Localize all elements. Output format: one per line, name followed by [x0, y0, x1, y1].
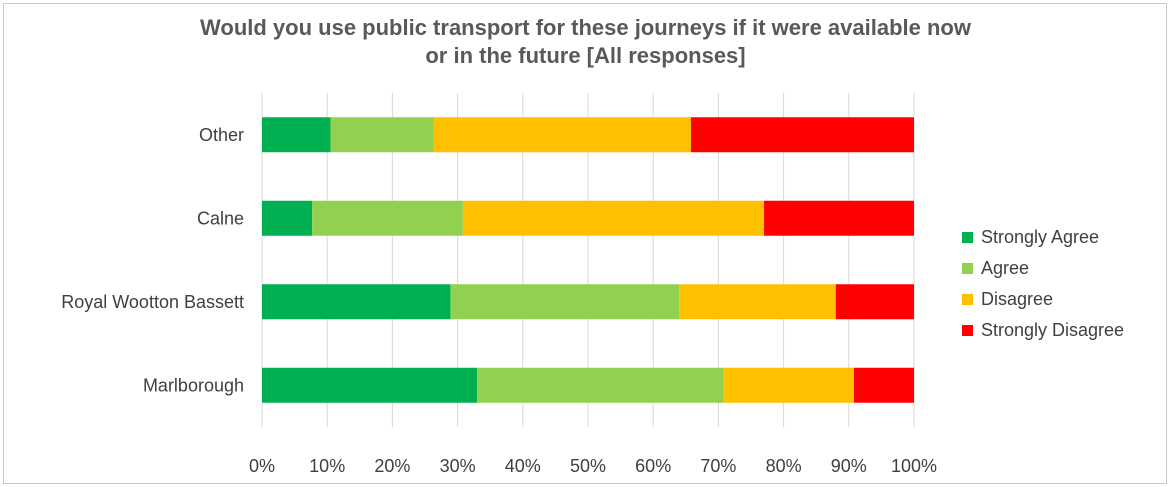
legend-label: Agree — [981, 258, 1030, 278]
legend-item-strongly-disagree: Strongly Disagree — [962, 315, 1124, 346]
chart-title-line-1: Would you use public transport for these… — [200, 15, 971, 40]
legend-item-strongly-agree: Strongly Agree — [962, 222, 1124, 253]
x-tick-label: 70% — [700, 456, 736, 476]
bar-segment — [691, 117, 914, 153]
legend-label: Disagree — [981, 289, 1054, 309]
category-label: Marlborough — [143, 375, 244, 395]
bar-segment — [723, 367, 855, 403]
bar-segment — [835, 284, 914, 320]
legend-swatch — [962, 294, 973, 305]
x-tick-labels: 0% 10% 20% 30% 40% 50% 60% 70% 80% 90% 100% — [249, 456, 937, 476]
bar-segment — [262, 117, 331, 153]
legend: Strongly Agree Agree Disagree Strongly D… — [962, 222, 1124, 346]
category-label: Royal Wootton Bassett — [61, 292, 244, 312]
x-tick-label: 80% — [766, 456, 802, 476]
legend-swatch — [962, 325, 973, 336]
bar-segment — [477, 367, 724, 403]
x-tick-label: 10% — [309, 456, 345, 476]
x-tick-label: 40% — [505, 456, 541, 476]
legend-label: Strongly Agree — [981, 227, 1100, 247]
category-label: Calne — [197, 208, 244, 228]
x-tick-label: 50% — [570, 456, 606, 476]
bar-segment — [462, 200, 765, 236]
legend-swatch — [962, 263, 973, 274]
legend-item-disagree: Disagree — [962, 284, 1124, 315]
bar-segment — [450, 284, 680, 320]
bar-segment — [262, 284, 451, 320]
x-tick-label: 20% — [374, 456, 410, 476]
x-tick-label: 0% — [249, 456, 275, 476]
category-labels: Other Calne Royal Wootton Bassett Marlborou… — [61, 125, 244, 396]
legend-label: Strongly Disagree — [981, 320, 1125, 340]
legend-item-agree: Agree — [962, 253, 1124, 284]
x-tick-label: 90% — [831, 456, 867, 476]
category-label: Other — [199, 125, 244, 145]
bar-segment — [854, 367, 914, 403]
bar-segment — [433, 117, 692, 153]
bar-segment — [262, 367, 478, 403]
x-tick-label: 100% — [891, 456, 937, 476]
bar-segment — [330, 117, 434, 153]
bar-segment — [764, 200, 914, 236]
chart-title: Would you use public transport for these… — [0, 14, 1171, 70]
bars — [262, 117, 914, 403]
bar-segment — [262, 200, 313, 236]
legend-swatch — [962, 232, 973, 243]
bar-segment — [312, 200, 463, 236]
bar-segment — [679, 284, 836, 320]
x-tick-label: 30% — [440, 456, 476, 476]
x-tick-label: 60% — [635, 456, 671, 476]
chart-frame — [3, 3, 1167, 484]
chart-title-line-2: or in the future [All responses] — [425, 43, 746, 68]
